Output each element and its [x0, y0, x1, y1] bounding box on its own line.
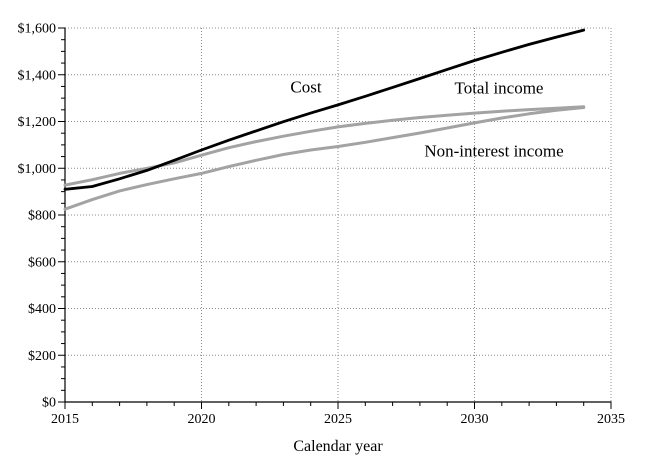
tick-labels: $0 $200 $400 $600 $800 $1,000 $1,200 $1,400 $1,6… [18, 22, 626, 428]
y-tick-label-1200: $1,200 [18, 115, 57, 130]
y-tick-label-1400: $1,400 [18, 68, 57, 83]
y-tick-label-200: $200 [28, 349, 56, 364]
y-tick-label-1000: $1,000 [18, 162, 57, 177]
y-tick-label-800: $800 [28, 209, 56, 224]
x-tick-label-2030: 2030 [461, 412, 489, 427]
series-label-cost: Cost [290, 78, 321, 97]
y-tick-label-400: $400 [28, 302, 56, 317]
series-line-non-interest-income [63, 106, 586, 211]
y-tick-label-1600: $1,600 [18, 22, 57, 37]
gridlines [65, 27, 612, 402]
x-axis-title: Calendar year [293, 438, 383, 455]
x-tick-label-2035: 2035 [597, 412, 625, 427]
x-tick-label-2025: 2025 [324, 412, 352, 427]
series-labels: Cost Total income Non-interest income [290, 78, 563, 161]
y-tick-label-600: $600 [28, 255, 56, 270]
x-tick-label-2020: 2020 [188, 412, 216, 427]
series-label-total-income: Total income [455, 79, 544, 98]
y-tick-label-0: $0 [42, 396, 56, 411]
series-lines [63, 28, 586, 211]
series-line-cost [63, 28, 586, 191]
x-tick-label-2015: 2015 [51, 412, 79, 427]
series-label-non-interest-income: Non-interest income [424, 142, 563, 161]
tick-marks [58, 27, 612, 409]
